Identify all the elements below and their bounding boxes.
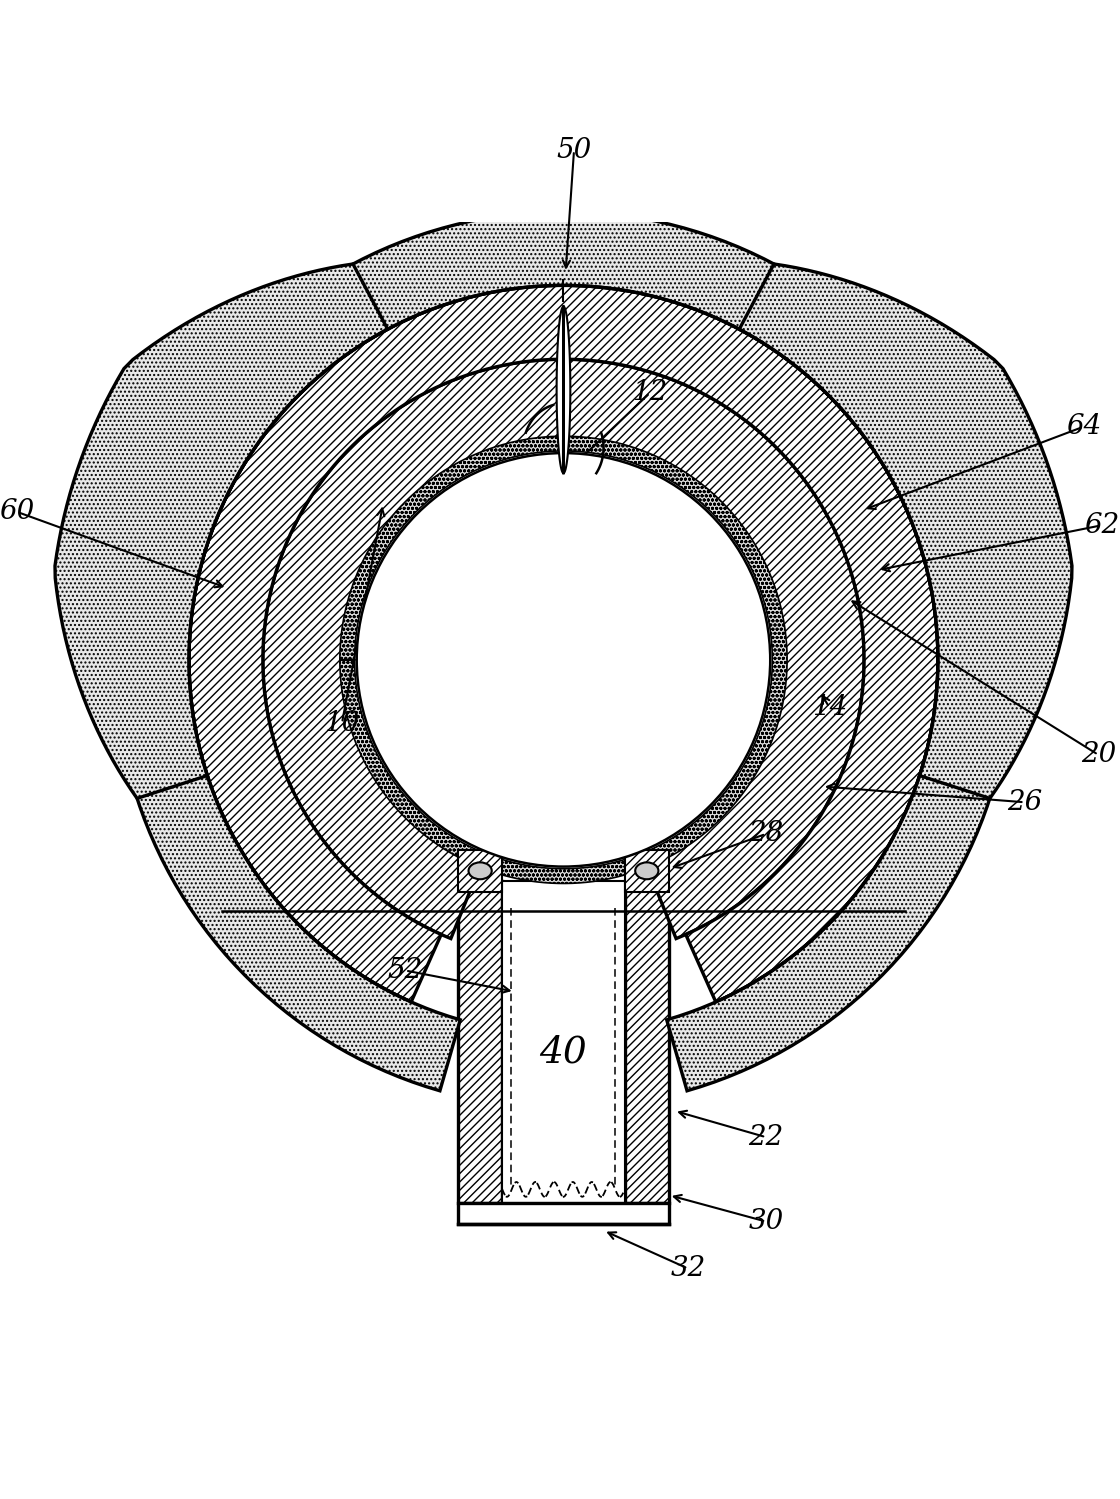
Polygon shape — [458, 850, 502, 892]
Text: 10: 10 — [325, 709, 360, 736]
Text: 50: 50 — [557, 136, 591, 163]
Text: 62: 62 — [1084, 511, 1119, 538]
Circle shape — [356, 453, 771, 866]
Polygon shape — [189, 285, 937, 1001]
Polygon shape — [458, 1204, 669, 1225]
Text: 20: 20 — [1081, 742, 1116, 769]
Polygon shape — [502, 881, 625, 1204]
Text: 12: 12 — [633, 379, 668, 406]
Polygon shape — [458, 881, 502, 1204]
Polygon shape — [55, 264, 388, 799]
Text: 30: 30 — [748, 1208, 784, 1235]
Text: 26: 26 — [1007, 788, 1042, 815]
Text: 32: 32 — [671, 1255, 706, 1282]
Text: 64: 64 — [1066, 414, 1101, 441]
Text: 40: 40 — [540, 1034, 587, 1070]
Polygon shape — [625, 881, 669, 1204]
Ellipse shape — [468, 862, 492, 880]
Polygon shape — [339, 436, 787, 883]
Polygon shape — [625, 850, 669, 892]
Polygon shape — [557, 306, 570, 474]
Text: 52: 52 — [388, 956, 423, 983]
Text: 14: 14 — [812, 694, 847, 721]
Polygon shape — [115, 211, 1011, 1091]
Text: 22: 22 — [748, 1124, 784, 1151]
Text: 60: 60 — [0, 498, 35, 525]
Text: 28: 28 — [748, 820, 784, 847]
Polygon shape — [739, 264, 1072, 799]
Ellipse shape — [635, 862, 659, 880]
Polygon shape — [263, 360, 865, 938]
Text: 38: 38 — [540, 637, 587, 673]
